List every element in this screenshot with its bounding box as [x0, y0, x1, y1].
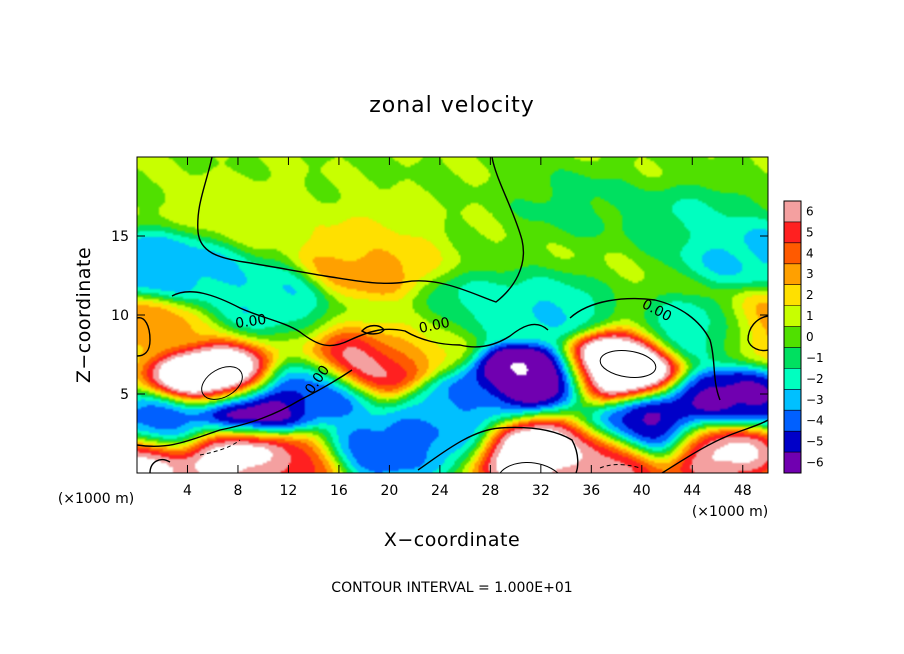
colorbar-label-9: −3	[806, 393, 824, 407]
y-tick-labels: 5 10 15	[111, 229, 129, 403]
zero-contour-left-edge	[137, 317, 151, 357]
colorbar-swatch-6	[784, 326, 801, 348]
colorbar-swatch-11	[784, 431, 801, 453]
colorbar-frame	[783, 200, 802, 474]
x-tick-label-6: 28	[481, 483, 499, 499]
zero-contour-lower-left	[137, 369, 353, 448]
x-tick-label-7: 32	[532, 483, 550, 499]
colorbar-label-11: −5	[806, 435, 824, 449]
colorbar-label-0: 6	[806, 204, 814, 218]
colorbar-swatch-8	[784, 368, 801, 390]
zero-contour-middle	[171, 291, 549, 348]
colorbar: 6 5 4 3 2 1 0 −1 −2 −3 −4 −5 −6	[783, 200, 824, 474]
contour-ring-left	[201, 366, 243, 400]
colorbar-label-7: −1	[806, 351, 824, 365]
zero-contour-bottom-left	[149, 458, 171, 473]
velocity-heatmap	[137, 157, 768, 473]
colorbar-swatch-10	[784, 410, 801, 432]
colorbar-swatch-1	[784, 221, 801, 244]
x-tick-label-8: 36	[582, 483, 600, 499]
zero-contour-small	[360, 324, 385, 335]
contour-lines-thin	[199, 350, 657, 473]
x-axis-label: X−coordinate	[384, 529, 520, 551]
colorbar-label-4: 2	[806, 288, 814, 302]
x-tick-label-4: 20	[380, 483, 398, 499]
contour-label-2: 0.00	[418, 315, 452, 337]
colorbar-swatch-2	[784, 242, 801, 265]
colorbar-label-1: 5	[806, 225, 814, 239]
colorbar-swatch-7	[784, 347, 801, 369]
axis-ticks	[137, 157, 768, 473]
x-tick-label-2: 12	[280, 483, 298, 499]
x-tick-label-3: 16	[330, 483, 348, 499]
zero-contour-right	[569, 297, 721, 401]
x-tick-labels: 4 8 12 16 20 24 28 32 36 40 44 48	[183, 483, 752, 499]
colorbar-label-3: 3	[806, 267, 814, 281]
zero-contour-upper-left	[197, 157, 524, 303]
x-tick-label-1: 8	[233, 483, 242, 499]
colorbar-swatch-12	[784, 452, 801, 474]
colorbar-swatch-3	[784, 263, 801, 286]
chart-title: zonal velocity	[369, 93, 535, 118]
y-axis-label: Z−coordinate	[73, 247, 95, 383]
colorbar-swatch-9	[784, 389, 801, 411]
y-tick-label-0: 5	[120, 387, 129, 403]
contour-lines	[137, 157, 768, 473]
contour-ring-right	[599, 350, 657, 378]
colorbar-label-12: −6	[806, 456, 824, 470]
x-units-label: (×1000 m)	[692, 504, 768, 520]
x-tick-label-11: 48	[734, 483, 752, 499]
contour-arc-bottom	[499, 462, 559, 473]
contour-dashed-right	[599, 464, 641, 469]
colorbar-label-6: 0	[806, 330, 814, 344]
colorbar-label-10: −4	[806, 414, 824, 428]
zero-contour-lower-right	[661, 419, 768, 473]
zero-contour-lower	[417, 426, 579, 473]
contour-interval-note: CONTOUR INTERVAL = 1.000E+01	[331, 580, 572, 596]
colorbar-label-2: 4	[806, 246, 814, 260]
plot-area: 0.00 0.00 0.00 0.00 4 8 12 16 20 24 28 32 36 40 44…	[111, 156, 769, 499]
colorbar-swatch-0	[784, 201, 801, 223]
x-tick-label-5: 24	[431, 483, 449, 499]
contour-dashed-left	[199, 439, 241, 456]
y-tick-label-2: 15	[111, 229, 129, 245]
zero-contour-right-edge	[747, 315, 768, 352]
colorbar-label-8: −2	[806, 372, 824, 386]
x-tick-label-0: 4	[183, 483, 192, 499]
x-tick-label-10: 44	[683, 483, 701, 499]
x-tick-label-9: 40	[633, 483, 651, 499]
y-units-label: (×1000 m)	[58, 491, 134, 507]
colorbar-swatch-5	[784, 305, 801, 328]
contour-label-1: 0.00	[234, 312, 267, 332]
colorbar-label-5: 1	[806, 309, 814, 323]
colorbar-swatch-4	[784, 284, 801, 307]
y-tick-label-1: 10	[111, 308, 129, 324]
